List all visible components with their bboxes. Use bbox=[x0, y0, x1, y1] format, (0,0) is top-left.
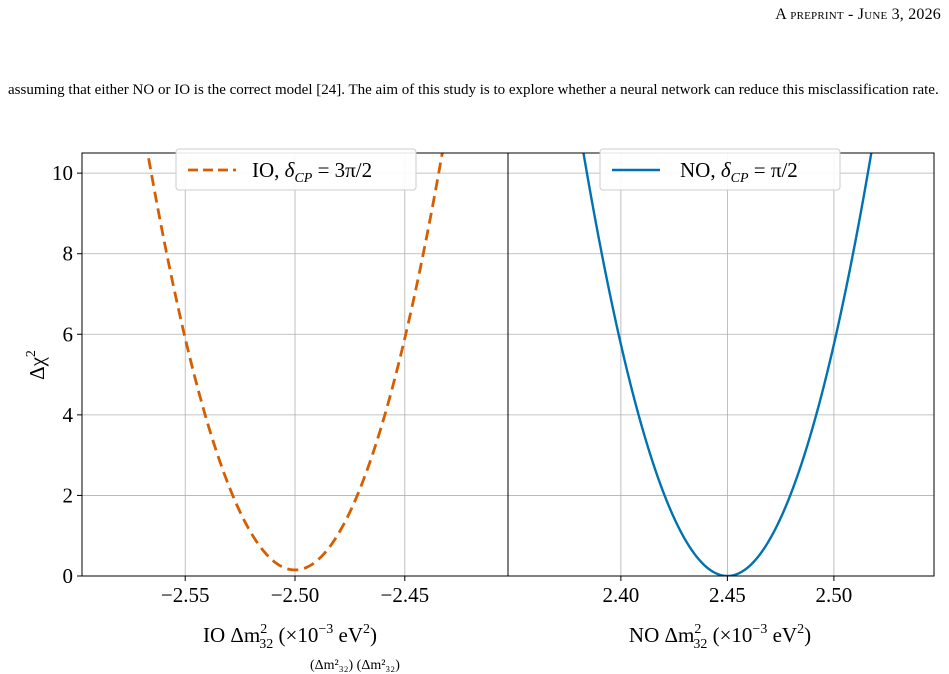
body-paragraph: assuming that either NO or IO is the cor… bbox=[8, 82, 939, 98]
x-tick-label-left-0: −2.55 bbox=[161, 583, 210, 607]
running-head-prefix: A preprint bbox=[775, 6, 844, 23]
curve-layer bbox=[146, 153, 873, 576]
y-tick-label-left-0: 0 bbox=[63, 564, 74, 588]
series-line-right-0 bbox=[582, 153, 873, 576]
y-tick-label-left-5: 10 bbox=[52, 161, 73, 185]
legend-left-label: IO, δCP = 3π/2 bbox=[252, 158, 372, 186]
body-paragraph-block: assuming that either NO or IO is the cor… bbox=[8, 80, 943, 100]
axes-frame-right bbox=[507, 152, 935, 577]
x-tick-label-left-2: −2.45 bbox=[380, 583, 429, 607]
chi-square-figure: −2.55 −2.50 −2.45 0 2 4 6 8 10 2.40 2.45 2.50 IO, δ… bbox=[24, 148, 935, 652]
x-axis-label-right: NO Δm2 32 (×10−3 eV2) bbox=[629, 622, 811, 652]
y-axis-label: Δχ2 bbox=[24, 350, 49, 380]
series-line-left-0 bbox=[146, 153, 444, 572]
figure-caption-fragment: (Δm²₃₂) (Δm²₃₂) bbox=[310, 658, 400, 673]
y-tick-label-left-1: 2 bbox=[63, 483, 74, 507]
x-tick-label-left-1: −2.50 bbox=[271, 583, 320, 607]
y-tick-label-left-3: 6 bbox=[63, 322, 74, 346]
y-tick-label-left-4: 8 bbox=[63, 242, 74, 266]
running-head-date: June 3, 2026 bbox=[857, 6, 941, 23]
x-tick-label-right-0: 2.40 bbox=[603, 583, 640, 607]
legend-right-label: NO, δCP = π/2 bbox=[680, 158, 798, 186]
legend-right-box bbox=[599, 148, 841, 191]
legend-right: NO, δCP = π/2 bbox=[599, 148, 841, 191]
running-head-separator: - bbox=[843, 6, 858, 23]
x-tick-label-right-1: 2.45 bbox=[709, 583, 746, 607]
legend-left: IO, δCP = 3π/2 bbox=[175, 148, 417, 191]
legend-left-box bbox=[175, 148, 417, 191]
running-header: A preprint - June 3, 2026 bbox=[775, 6, 941, 24]
frame-layer bbox=[81, 152, 935, 577]
x-axis-label-left: IO Δm2 32 (×10−3 eV2) bbox=[203, 622, 377, 652]
y-tick-label-left-2: 4 bbox=[63, 403, 74, 427]
x-tick-label-right-2: 2.50 bbox=[816, 583, 853, 607]
tick-layer: −2.55 −2.50 −2.45 0 2 4 6 8 10 2.40 2.45 2.50 bbox=[52, 161, 852, 607]
